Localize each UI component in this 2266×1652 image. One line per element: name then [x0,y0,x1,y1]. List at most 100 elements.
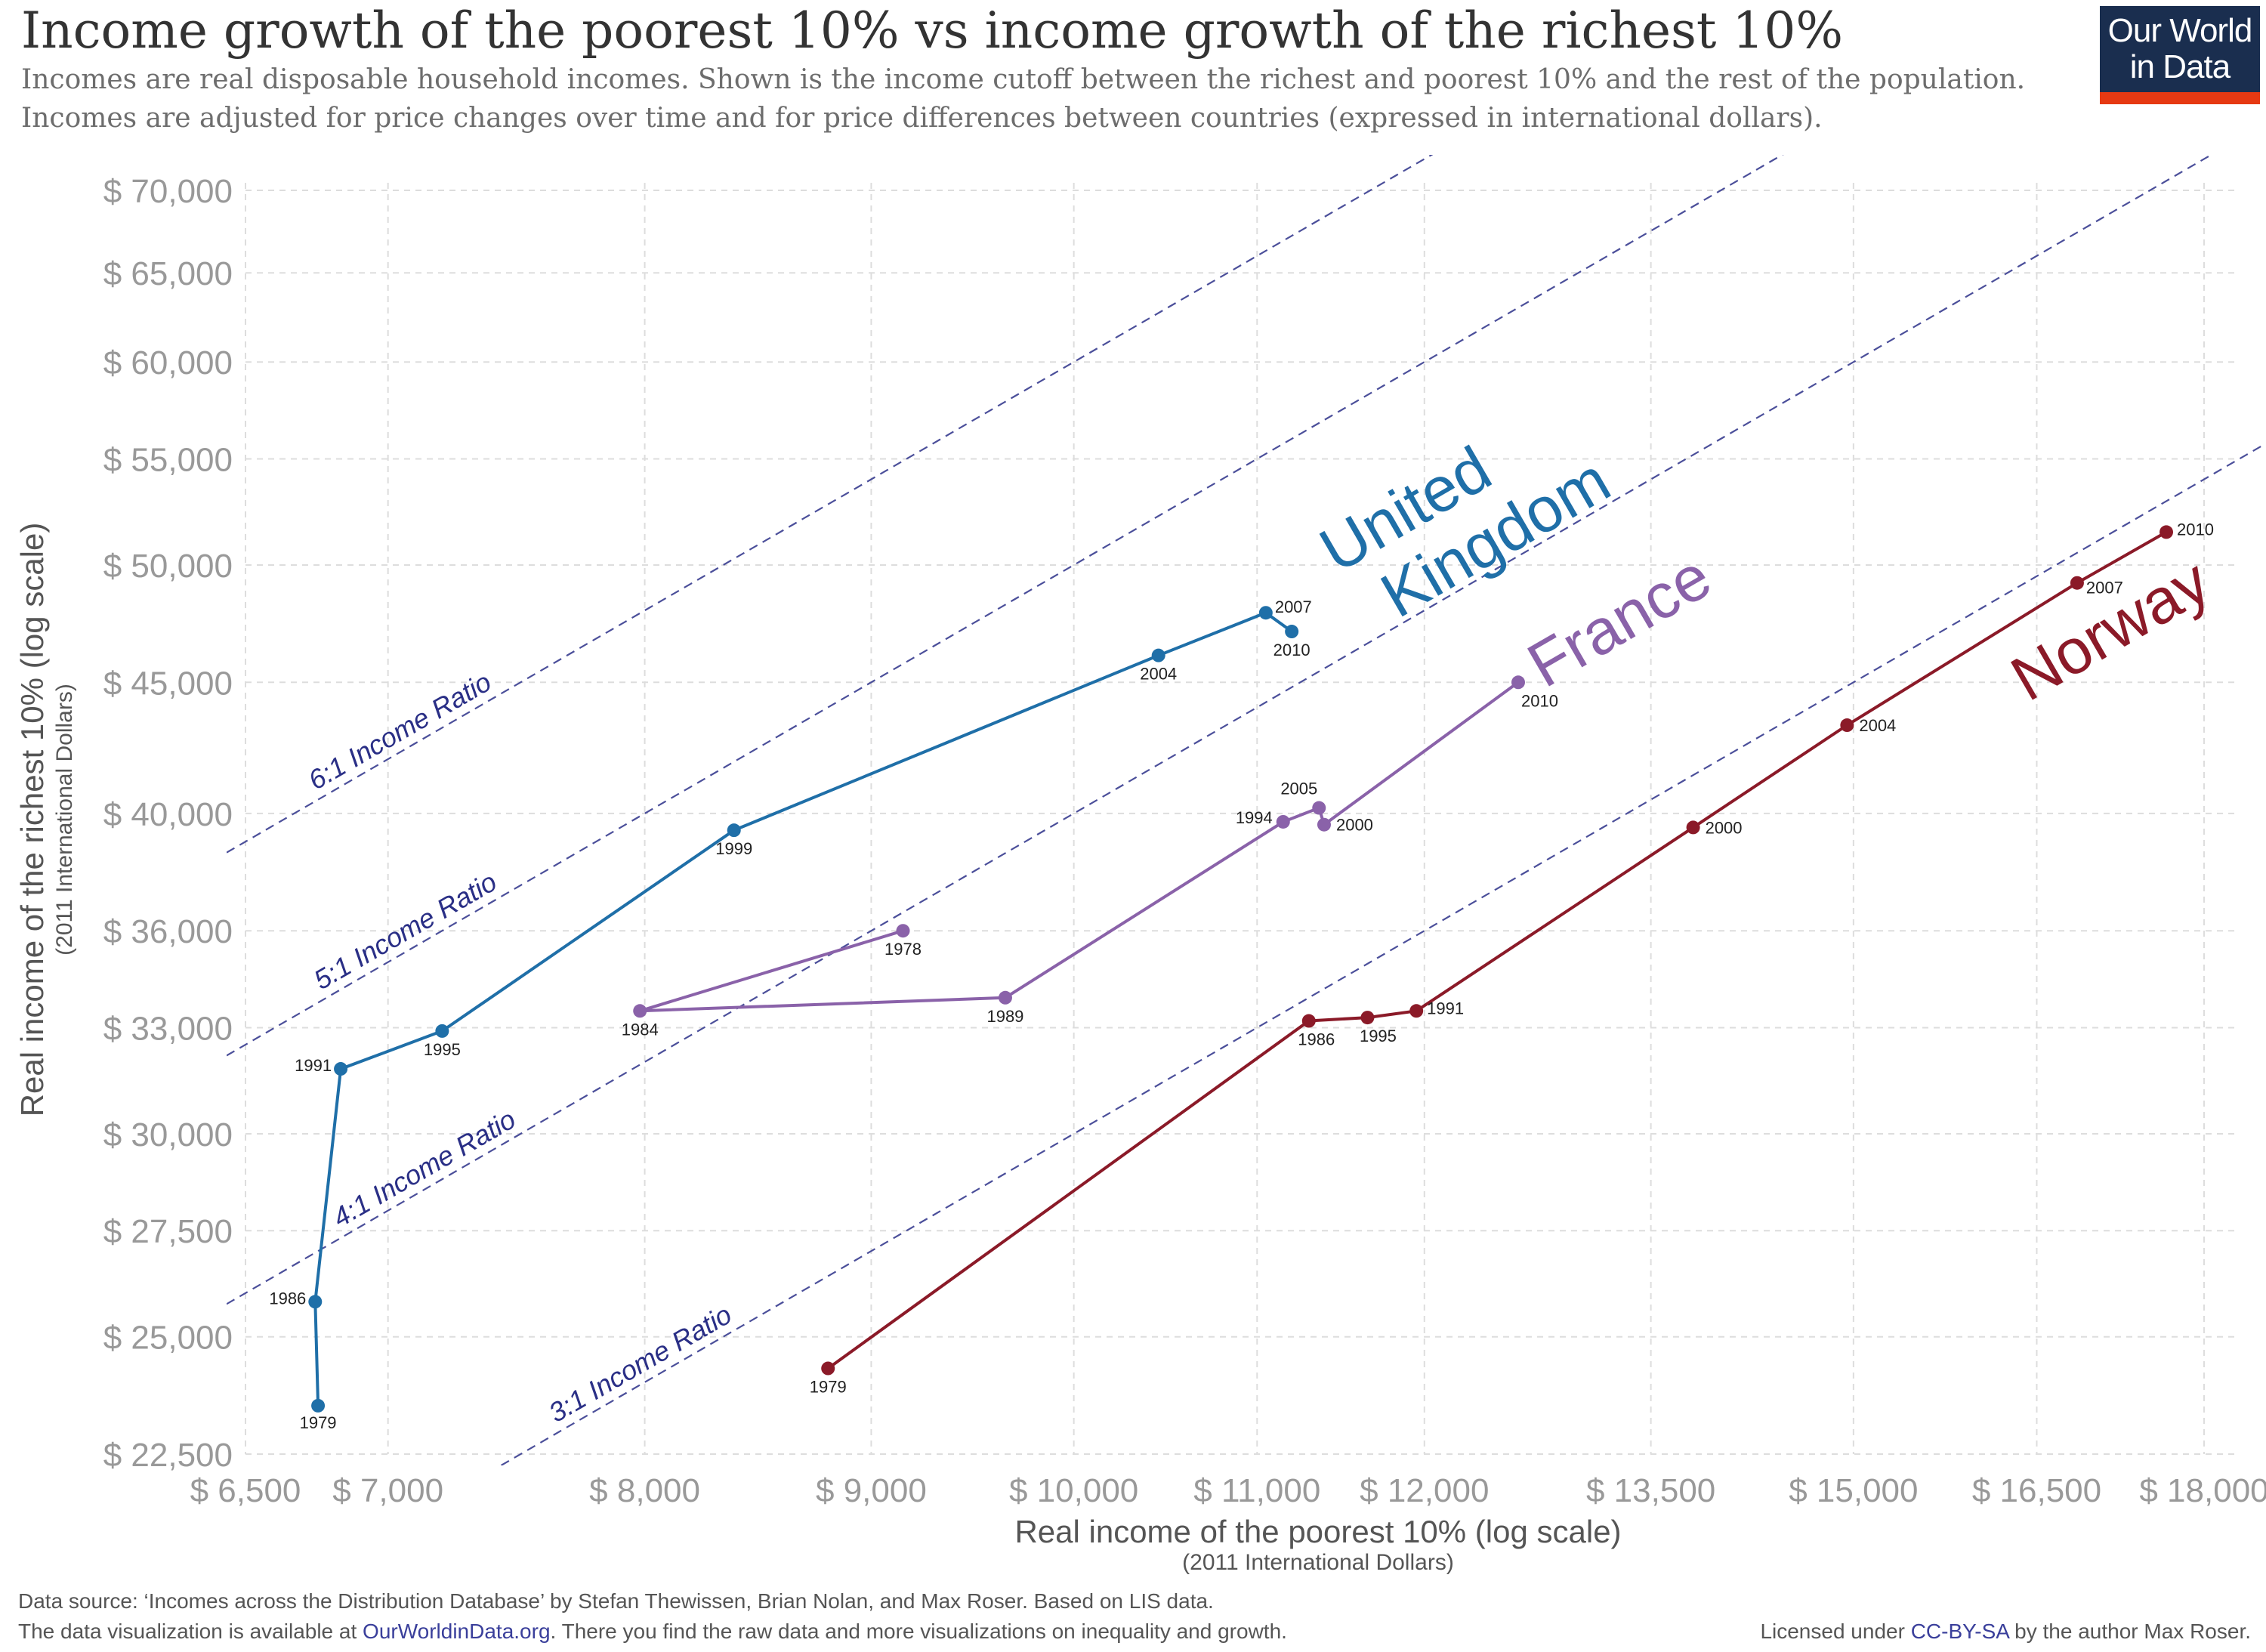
data-point-united-kingdom-2004 [1151,648,1165,662]
y-tick-label: $ 22,500 [103,1437,233,1474]
series-label-norway: Norway [1999,545,2221,715]
year-label-france-1989: 1989 [986,1007,1023,1026]
data-point-norway-2004 [1840,718,1854,733]
year-label-norway-1979: 1979 [810,1378,847,1397]
year-label-norway-2004: 2004 [1859,716,1896,735]
x-tick-label: $ 15,000 [1789,1472,1918,1509]
y-tick-label: $ 60,000 [103,344,233,381]
y-tick-label: $ 55,000 [103,441,233,478]
year-label-france-1978: 1978 [884,940,922,959]
y-tick-label: $ 27,500 [103,1213,233,1250]
y-tick-label: $ 30,000 [103,1116,233,1153]
license-link[interactable]: CC-BY-SA [1910,1620,2009,1643]
year-label-norway-2007: 2007 [2086,579,2123,597]
data-point-united-kingdom-1979 [311,1398,326,1413]
data-point-norway-1986 [1301,1014,1316,1028]
subtitle-line-1: Incomes are real disposable household in… [21,64,2026,95]
year-label-united-kingdom-2007: 2007 [1275,597,1312,616]
year-label-united-kingdom-1995: 1995 [424,1040,461,1059]
year-label-united-kingdom-2010: 2010 [1273,641,1311,659]
y-tick-label: $ 36,000 [103,913,233,950]
x-tick-label: $ 7,000 [332,1472,443,1509]
series-line-france [639,681,1520,1013]
logo-line-2: in Data [2129,48,2230,85]
data-point-united-kingdom-2007 [1258,606,1273,620]
chart-subtitle: Incomes are real disposable household in… [21,60,2025,137]
footer-license-suffix: by the author Max Roser. [2008,1620,2251,1643]
year-label-united-kingdom-1999: 1999 [715,839,752,858]
data-point-united-kingdom-1999 [727,823,741,838]
footer-availability-prefix: The data visualization is available at [18,1620,363,1643]
y-tick-label: $ 45,000 [103,665,233,702]
x-tick-label: $ 18,000 [2139,1472,2266,1509]
year-label-united-kingdom-2004: 2004 [1140,665,1177,684]
data-point-france-2010 [1511,675,1526,690]
ratio-line-6-to-1 [227,155,1434,854]
x-tick-label: $ 16,500 [1972,1472,2101,1509]
our-world-in-data-logo[interactable]: Our World in Data [2100,6,2260,104]
y-tick-label: $ 40,000 [103,796,233,833]
data-point-france-1984 [633,1004,647,1018]
x-tick-label: $ 10,000 [1009,1472,1138,1509]
data-point-norway-2007 [2070,576,2084,590]
year-label-france-1994: 1994 [1236,808,1273,827]
x-axis-title: Real income of the poorest 10% (log scal… [1014,1514,1621,1549]
y-tick-label: $ 33,000 [103,1010,233,1047]
year-label-france-2000: 2000 [1336,816,1373,835]
ratio-label-3-to-1: 3:1 Income Ratio [543,1298,736,1428]
x-tick-label: $ 11,000 [1193,1472,1320,1509]
data-point-france-1994 [1276,814,1290,829]
data-point-norway-1995 [1360,1011,1375,1025]
footer-availability-suffix: . There you find the raw data and more v… [550,1620,1287,1643]
year-label-france-2010: 2010 [1521,691,1558,710]
x-tick-label: $ 9,000 [816,1472,927,1509]
footer-source: Data source: ‘Incomes across the Distrib… [18,1586,1214,1616]
x-tick-label: $ 13,500 [1586,1472,1715,1509]
data-point-norway-1991 [1409,1004,1424,1018]
year-label-norway-2000: 2000 [1706,818,1743,837]
y-tick-label: $ 70,000 [103,173,233,210]
footer-availability: The data visualization is available at O… [18,1616,1287,1647]
data-point-norway-1979 [821,1361,835,1376]
ratio-line-5-to-1 [227,155,1784,1057]
year-label-norway-2010: 2010 [2177,520,2214,539]
subtitle-line-2: Incomes are adjusted for price changes o… [21,103,1823,134]
data-point-france-1978 [896,924,910,938]
data-point-france-2000 [1317,817,1331,832]
year-label-united-kingdom-1986: 1986 [269,1289,306,1308]
owid-link[interactable]: OurWorldinData.org [363,1620,551,1643]
data-point-norway-2010 [2159,525,2174,539]
chart-title: Income growth of the poorest 10% vs inco… [21,2,1844,60]
ratio-label-4-to-1: 4:1 Income Ratio [327,1104,520,1234]
gridlines [245,183,2234,1455]
data-point-united-kingdom-1991 [334,1062,348,1076]
x-tick-label: $ 8,000 [589,1472,700,1509]
ratio-line-4-to-1 [227,155,2213,1305]
footer-license-prefix: Licensed under [1760,1620,1911,1643]
x-tick-label: $ 6,500 [190,1472,301,1509]
series-france: 1978 1984 1989 1994 2005 2000 2010 [622,675,1558,1039]
year-label-france-1984: 1984 [622,1020,659,1039]
y-tick-label: $ 25,000 [103,1320,233,1357]
series-norway: 1979 1986 1995 1991 2000 2004 2007 2010 [810,520,2214,1396]
data-point-norway-2000 [1686,820,1700,835]
year-label-norway-1986: 1986 [1298,1030,1335,1049]
year-label-norway-1995: 1995 [1360,1027,1397,1045]
x-tick-label: $ 12,000 [1360,1472,1489,1509]
data-point-france-1989 [998,990,1012,1005]
y-tick-label: $ 65,000 [103,255,233,292]
y-tick-label: $ 50,000 [103,548,233,585]
data-point-united-kingdom-1995 [435,1024,449,1038]
footer-license: Licensed under CC-BY-SA by the author Ma… [1760,1616,2251,1647]
logo-line-1: Our World [2107,12,2253,49]
y-axis-subtitle: (2011 International Dollars) [52,684,77,956]
year-label-france-2005: 2005 [1280,780,1317,798]
x-axis-subtitle: (2011 International Dollars) [1182,1550,1454,1575]
footer-source-text: Data source: ‘Incomes across the Distrib… [18,1589,1214,1613]
series-line-united-kingdom [313,610,1293,1406]
series-line-norway [827,530,2167,1370]
year-label-norway-1991: 1991 [1427,999,1464,1017]
ratio-label-6-to-1: 6:1 Income Ratio [303,666,496,796]
y-axis-title: Real income of the richest 10% (log scal… [14,523,50,1117]
